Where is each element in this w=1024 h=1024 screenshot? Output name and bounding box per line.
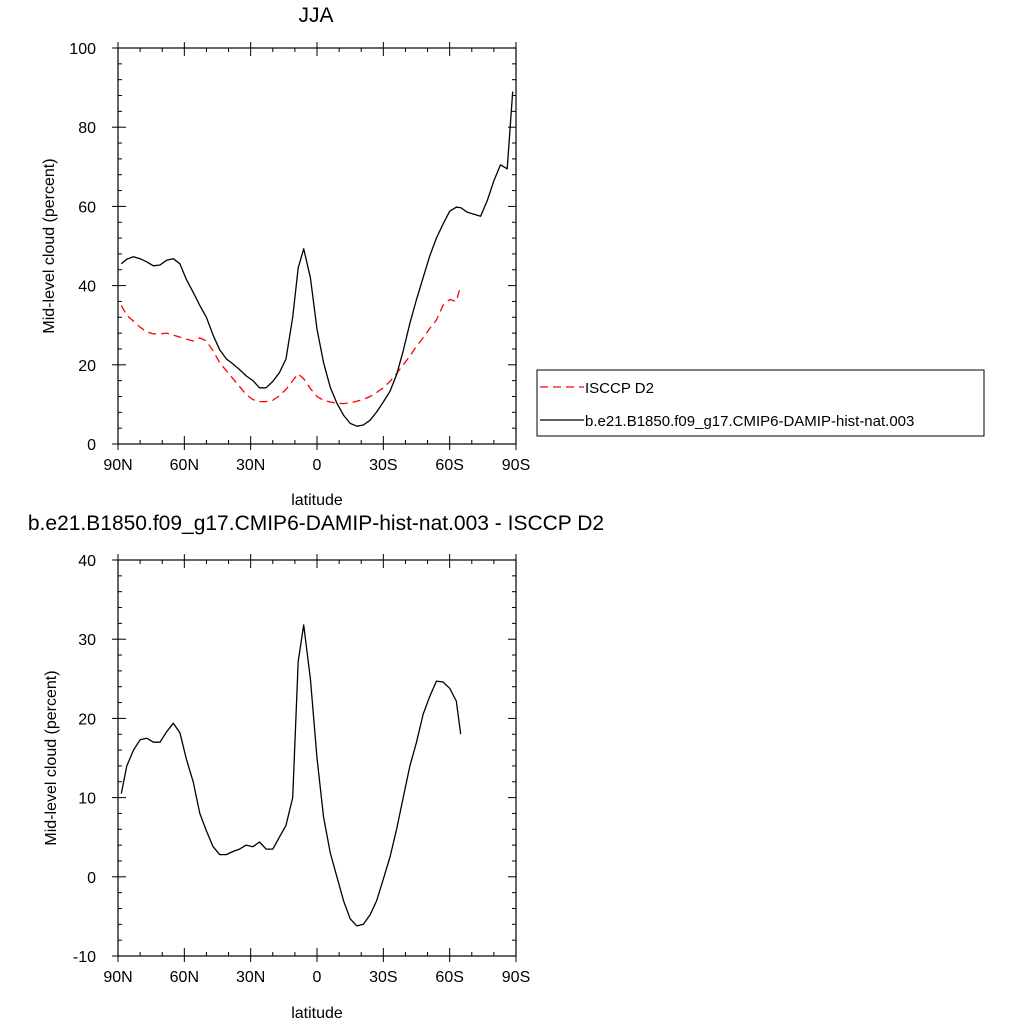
y-tick-label: 0 [87,870,96,887]
bottom-x-ticks: 90N 60N 30N 0 30S 60S 90S [103,554,530,986]
x-tick-label: 60N [170,457,199,474]
y-tick-label: 0 [87,437,96,454]
top-plot-frame [117,47,517,445]
top-panel: JJA 0 20 40 60 80 100 90N 60N 30N 0 30S 60S 90S lat… [41,4,985,509]
series-line-model [120,91,514,427]
series-line-model [120,624,462,927]
x-tick-label: 90S [502,969,530,986]
top-series-layer [120,91,514,427]
series-line-isccp [120,285,462,405]
y-tick-label: -10 [73,949,96,966]
bottom-y-axis-label: Mid-level cloud (percent) [43,670,60,845]
y-tick-label: 40 [78,279,96,296]
x-tick-label: 30S [369,969,397,986]
top-y-ticks: 0 20 40 60 80 100 [69,41,516,454]
x-tick-label: 60S [435,457,463,474]
top-chart-title: JJA [298,4,333,27]
x-tick-label: 30N [236,457,265,474]
top-x-ticks: 90N 60N 30N 0 30S 60S 90S [103,42,530,474]
bottom-series-layer [120,624,462,927]
x-tick-label: 90N [103,457,132,474]
x-tick-label: 0 [313,457,322,474]
y-tick-label: 80 [78,120,96,137]
y-tick-label: 100 [69,41,96,58]
x-tick-label: 60N [170,969,199,986]
bottom-y-ticks: -10 0 10 20 30 40 [73,553,516,966]
legend-label-isccp: ISCCP D2 [585,380,654,397]
x-tick-label: 60S [435,969,463,986]
x-tick-label: 90N [103,969,132,986]
bottom-x-axis-label: latitude [291,1005,343,1022]
legend: ISCCP D2 b.e21.B1850.f09_g17.CMIP6-DAMIP… [536,369,985,437]
top-y-axis-label: Mid-level cloud (percent) [41,158,58,333]
y-tick-label: 20 [78,711,96,728]
y-tick-label: 20 [78,358,96,375]
x-tick-label: 90S [502,457,530,474]
legend-label-model: b.e21.B1850.f09_g17.CMIP6-DAMIP-hist-nat… [585,413,914,430]
bottom-panel: b.e21.B1850.f09_g17.CMIP6-DAMIP-hist-nat… [28,512,604,1022]
y-tick-label: 10 [78,791,96,808]
bottom-chart-title: b.e21.B1850.f09_g17.CMIP6-DAMIP-hist-nat… [28,512,604,535]
top-x-axis-label: latitude [291,492,343,509]
y-tick-label: 40 [78,553,96,570]
x-tick-label: 30S [369,457,397,474]
legend-box [536,369,985,437]
x-tick-label: 0 [313,969,322,986]
y-tick-label: 30 [78,632,96,649]
x-tick-label: 30N [236,969,265,986]
y-tick-label: 60 [78,199,96,216]
